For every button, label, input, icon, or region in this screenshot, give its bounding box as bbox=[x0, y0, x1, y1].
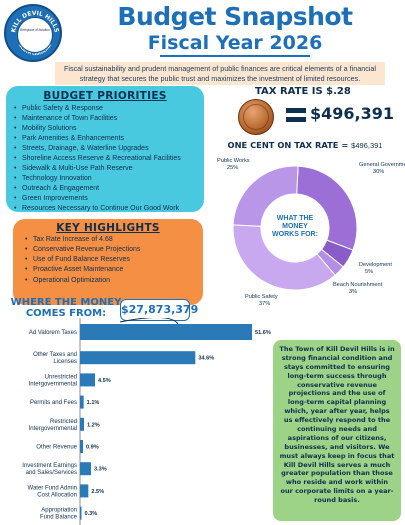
revenue-category-label: Licenses bbox=[53, 359, 77, 365]
revenue-bar bbox=[80, 462, 91, 476]
donut-value-label: 25% bbox=[227, 165, 238, 171]
revenue-category-label: and Sales/Services bbox=[26, 470, 77, 476]
budget-priorities-panel: BUDGET PRIORITIES Public Safety & Respon… bbox=[6, 86, 204, 214]
revenue-value-label: 0.3% bbox=[85, 511, 98, 517]
highlights-list: Tax Rate Increase of 4.68 Conservative R… bbox=[25, 235, 191, 286]
subtitle-underline bbox=[160, 55, 310, 57]
priority-item: Maintenance of Town Facilities bbox=[14, 114, 196, 124]
revenue-bar bbox=[80, 440, 83, 453]
donut-center-label: WORKS FOR: bbox=[272, 231, 318, 238]
priority-item: Shoreline Access Reserve & Recreational … bbox=[14, 154, 196, 164]
priorities-heading: BUDGET PRIORITIES bbox=[43, 90, 167, 102]
highlight-item: Tax Rate Increase of 4.68 bbox=[25, 235, 191, 245]
revenue-value-label: 51.6% bbox=[255, 330, 271, 336]
revenue-category-label: Other Revenue bbox=[36, 445, 77, 451]
penny-coin-icon bbox=[238, 99, 274, 135]
donut-center-label: WHAT THE bbox=[277, 215, 314, 222]
intro-text: Fiscal sustainability and prudent manage… bbox=[55, 62, 385, 86]
revenue-total-badge: $27,873,379 bbox=[120, 299, 198, 321]
revenue-bar bbox=[80, 506, 82, 520]
revenue-value-label: 4.5% bbox=[98, 378, 111, 384]
donut-label: Development bbox=[359, 262, 392, 268]
priority-item: Technology Innovation bbox=[14, 174, 196, 184]
revenue-value-label: 1.1% bbox=[87, 400, 100, 406]
revenue-bar bbox=[80, 324, 252, 340]
priority-item: Green Improvements bbox=[14, 194, 196, 204]
priority-item: Mobility Solutions bbox=[14, 124, 196, 134]
revenue-category-label: Other Taxes and bbox=[33, 352, 77, 358]
equals-icon bbox=[286, 108, 306, 126]
priority-item: Public Safety & Response bbox=[14, 104, 196, 114]
revenue-bar bbox=[80, 373, 95, 387]
revenue-chart-title: WHERE THE MONEY COMES FROM: bbox=[10, 297, 122, 319]
donut-label: General Government bbox=[359, 162, 405, 168]
donut-label: Public Works bbox=[217, 158, 250, 164]
donut-value-label: 5% bbox=[365, 269, 373, 275]
revenue-value-label: 34.6% bbox=[198, 356, 214, 362]
page-subtitle: Fiscal Year 2026 bbox=[147, 32, 323, 54]
revenue-category-label: Restricted bbox=[50, 419, 77, 425]
revenue-bar bbox=[80, 417, 84, 431]
tax-rate-label: TAX RATE IS $.28 bbox=[255, 86, 351, 97]
revenue-value-label: 1.2% bbox=[87, 422, 100, 428]
revenue-value-label: 3.3% bbox=[94, 467, 107, 473]
priority-item: Streets, Drainage, & Waterline Upgrades bbox=[14, 144, 196, 154]
financial-condition-note: The Town of Kill Devil Hills is in stron… bbox=[273, 340, 401, 521]
priority-item: Park Amenities & Enhancements bbox=[14, 134, 196, 144]
revenue-category-label: Water Fund Admin bbox=[28, 485, 77, 491]
revenue-category-label: Ad Valorem Taxes bbox=[29, 330, 77, 336]
key-highlights-panel: KEY HIGHLIGHTS Tax Rate Increase of 4.68… bbox=[13, 219, 203, 305]
revenue-category-label: Intergovernmental bbox=[29, 381, 77, 387]
priority-item: Outreach & Engagement bbox=[14, 184, 196, 194]
one-cent-label: ONE CENT ON TAX RATE = bbox=[227, 140, 352, 150]
donut-value-label: 30% bbox=[373, 169, 384, 175]
highlight-item: Operational Optimization bbox=[25, 276, 191, 286]
donut-value-label: 37% bbox=[259, 301, 270, 307]
page-title: Budget Snapshot bbox=[117, 2, 353, 31]
tax-amount: $496,391 bbox=[310, 104, 395, 123]
revenue-bar bbox=[80, 484, 89, 498]
revenue-category-label: Intergovernmental bbox=[29, 426, 77, 432]
donut-center-label: MONEY bbox=[282, 223, 308, 230]
revenue-bar bbox=[80, 395, 84, 409]
seal-center bbox=[17, 17, 53, 53]
donut-value-label: 3% bbox=[349, 289, 357, 295]
revenue-value-label: 2.5% bbox=[91, 489, 104, 495]
revenue-bar bbox=[80, 351, 196, 365]
one-cent-value: $496,391 bbox=[351, 141, 383, 150]
donut-label: Public Safety bbox=[245, 294, 278, 300]
donut-label: Beach Nourishment bbox=[333, 282, 383, 288]
priority-item: Sidewalk & Multi-Use Path Reserve bbox=[14, 164, 196, 174]
coin-rim bbox=[243, 104, 269, 130]
priority-item: Resources Necessary to Continue Our Good… bbox=[14, 204, 196, 214]
revenue-category-label: Permits and Fees bbox=[30, 400, 77, 406]
highlight-item: Use of Fund Balance Reserves bbox=[25, 255, 191, 265]
revenue-category-label: Unrestricted bbox=[45, 374, 77, 380]
highlight-item: Proactive Asset Maintenance bbox=[25, 265, 191, 275]
one-cent-statement: ONE CENT ON TAX RATE = $496,391 bbox=[206, 140, 404, 150]
revenue-category-label: Fund Balance bbox=[40, 515, 78, 521]
arrow-icon bbox=[119, 318, 179, 325]
town-seal-logo: KILL DEVIL HILLS NORTH CAROLINA Birthpla… bbox=[4, 4, 62, 62]
priorities-list: Public Safety & Response Maintenance of … bbox=[14, 104, 196, 214]
revenue-value-label: 0.9% bbox=[86, 445, 99, 451]
revenue-category-label: Cost Allocation bbox=[37, 492, 77, 498]
highlights-heading: KEY HIGHLIGHTS bbox=[56, 222, 160, 234]
revenue-bar-chart: Ad Valorem Taxes 51.6% Other Taxes andLice… bbox=[22, 318, 271, 525]
donut-slice-public-works bbox=[232, 165, 299, 227]
highlight-item: Conservative Revenue Projections bbox=[25, 245, 191, 255]
seal-motto: Birthplace of Aviation bbox=[20, 28, 50, 32]
revenue-category-label: Appropriation bbox=[41, 508, 77, 514]
donut-slice-public-safety bbox=[232, 224, 336, 291]
revenue-category-label: Investment Earnings bbox=[22, 463, 77, 469]
